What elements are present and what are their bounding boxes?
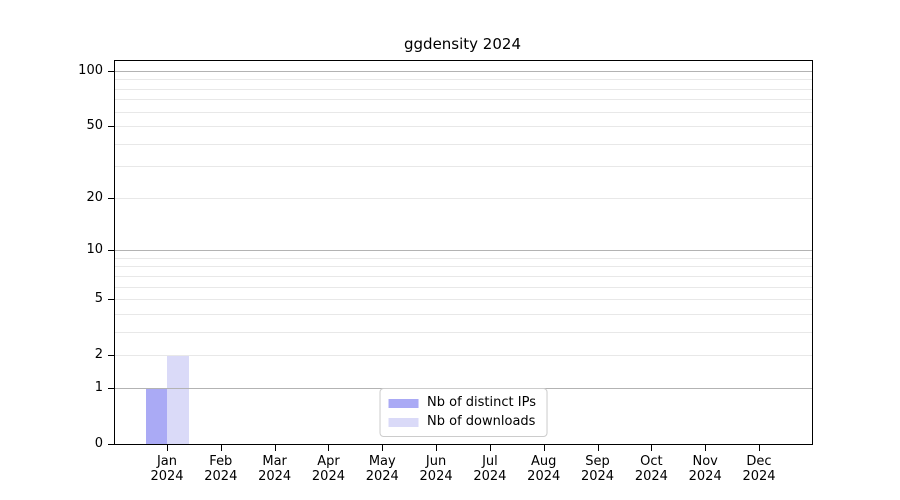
- bar-downloads: [167, 355, 189, 444]
- y-axis-tick: [108, 126, 115, 128]
- minor-gridline: [115, 166, 812, 168]
- y-axis-tick: [108, 197, 115, 199]
- minor-gridline: [115, 313, 812, 315]
- minor-gridline: [115, 266, 812, 268]
- x-axis-tick-label: Mar 2024: [258, 454, 292, 484]
- y-axis-tick: [108, 355, 115, 357]
- major-gridline: [115, 70, 812, 72]
- x-axis-tick-label: Dec 2024: [742, 454, 776, 484]
- minor-gridline: [115, 79, 812, 81]
- legend-label-distinct-ips: Nb of distinct IPs: [427, 395, 536, 410]
- x-axis-tick: [597, 445, 599, 451]
- minor-gridline: [115, 126, 812, 128]
- y-axis-tick-label: 2: [94, 347, 103, 363]
- x-axis-tick: [220, 445, 222, 451]
- x-axis-tick-label: Jul 2024: [473, 454, 507, 484]
- legend-swatch-downloads: [388, 417, 419, 427]
- x-axis-tick-label: Aug 2024: [527, 454, 561, 484]
- chart-title: ggdensity 2024: [404, 35, 521, 53]
- x-axis-tick-label: Feb 2024: [204, 454, 238, 484]
- minor-gridline: [115, 99, 812, 101]
- minor-gridline: [115, 275, 812, 277]
- y-axis-tick-label: 5: [94, 291, 103, 307]
- minor-gridline: [115, 286, 812, 288]
- major-gridline: [115, 250, 812, 252]
- legend-label-downloads: Nb of downloads: [427, 414, 536, 429]
- x-axis-tick: [705, 445, 707, 451]
- y-axis-tick-label: 0: [94, 436, 103, 451]
- y-axis-tick: [108, 387, 115, 389]
- minor-gridline: [115, 88, 812, 90]
- y-axis-tick: [108, 250, 115, 252]
- x-axis-tick: [167, 445, 168, 451]
- minor-gridline: [115, 299, 812, 301]
- x-axis-tick: [489, 445, 491, 451]
- x-axis-tick-label: Jun 2024: [419, 454, 453, 484]
- y-axis-tick-label: 100: [78, 62, 103, 78]
- minor-gridline: [115, 197, 812, 199]
- minor-gridline: [115, 143, 812, 145]
- x-axis-tick: [759, 445, 760, 451]
- x-axis-tick-label: Sep 2024: [580, 454, 615, 484]
- x-axis-tick: [328, 445, 330, 451]
- minor-gridline: [115, 331, 812, 333]
- legend: Nb of distinct IPs Nb of downloads: [379, 388, 548, 437]
- y-axis-tick-label: 10: [86, 242, 103, 258]
- y-axis-tick-label: 1: [94, 379, 103, 395]
- y-axis-tick: [108, 299, 115, 301]
- plot-area: 0 1 2 5 10 20 50 100 Jan 2024 Feb 2024 Mar 2024 Apr…: [78, 60, 813, 484]
- minor-gridline: [115, 355, 812, 357]
- x-axis-tick: [274, 445, 276, 451]
- x-axis-tick: [436, 445, 438, 451]
- x-axis-tick: [543, 445, 545, 451]
- x-axis-tick: [382, 445, 384, 451]
- y-axis-tick-label: 50: [86, 118, 103, 134]
- y-axis-tick: [108, 444, 115, 445]
- legend-row-distinct-ips: Nb of distinct IPs: [388, 396, 536, 410]
- x-axis-tick-label: May 2024: [365, 454, 399, 484]
- x-axis-tick-label: Oct 2024: [634, 454, 668, 484]
- x-axis-tick-label: Jan 2024: [150, 454, 184, 484]
- bar-distinct-ips: [145, 387, 167, 444]
- legend-row-downloads: Nb of downloads: [388, 415, 536, 429]
- x-axis-tick: [651, 445, 653, 451]
- y-axis-tick-label: 20: [86, 189, 103, 205]
- minor-gridline: [115, 111, 812, 113]
- x-axis-tick-label: Apr 2024: [311, 454, 345, 484]
- x-axis-tick-label: Nov 2024: [688, 454, 722, 484]
- minor-gridline: [115, 257, 812, 259]
- y-axis-tick: [108, 70, 115, 72]
- legend-swatch-distinct-ips: [388, 398, 419, 408]
